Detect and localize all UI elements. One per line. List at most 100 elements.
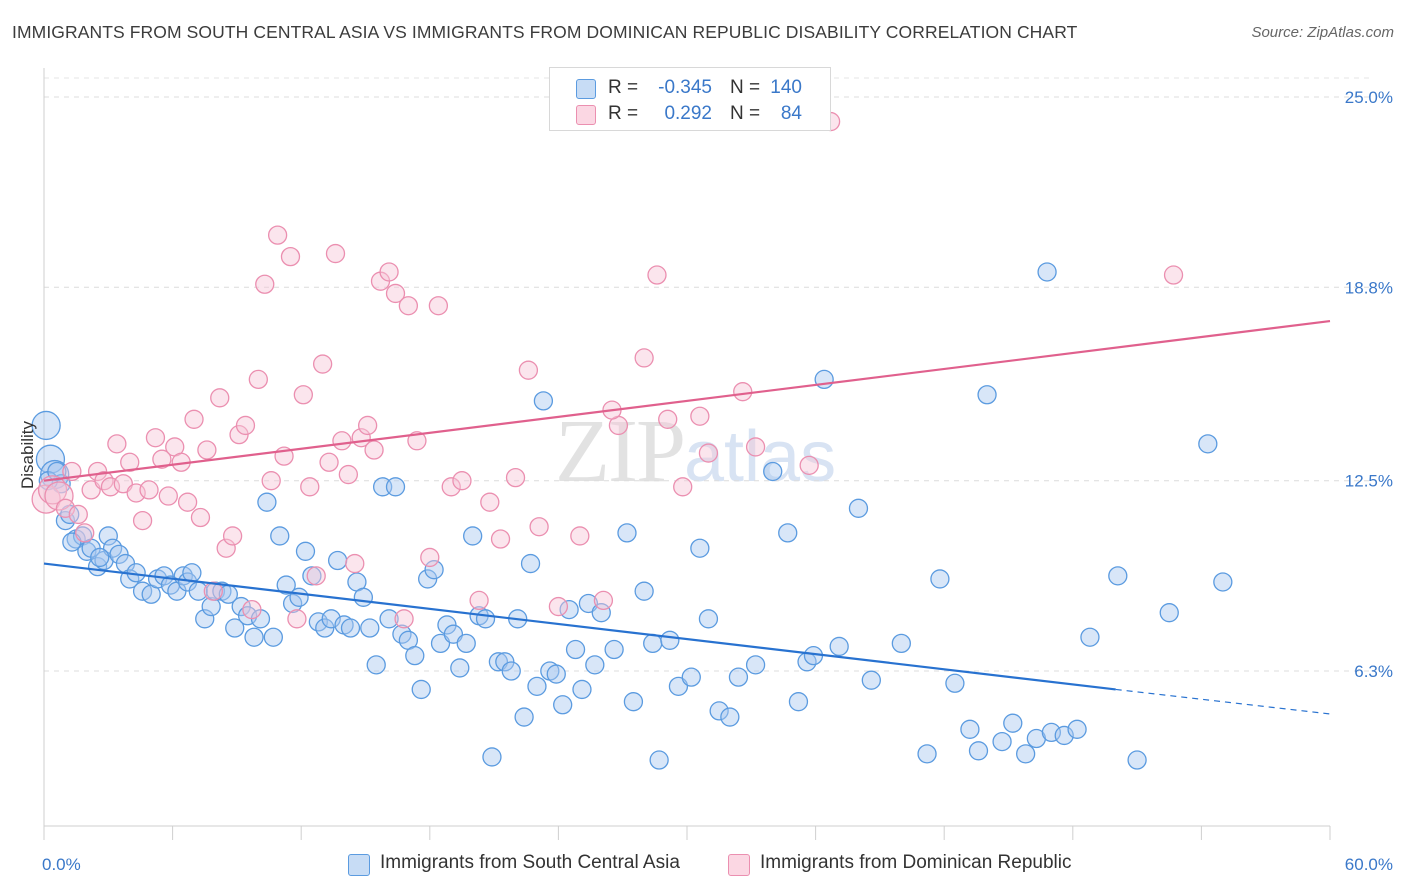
data-point <box>1213 572 1233 592</box>
data-point <box>276 575 296 595</box>
data-point <box>945 673 965 693</box>
data-point <box>660 630 680 650</box>
data-point <box>152 449 172 469</box>
x-tick-label: 0.0% <box>42 855 81 874</box>
data-point <box>139 480 159 500</box>
legend: R = -0.345 N = 140 R = 0.292 N = 84 <box>549 67 831 131</box>
data-point <box>44 481 74 511</box>
data-point <box>728 667 749 687</box>
data-point <box>182 563 202 583</box>
legend-n-value: 84 <box>780 103 802 124</box>
tick-labels: 6.3% 12.5% 18.8% 25.0% 0.0% 60.0% <box>42 88 1393 874</box>
data-point <box>68 504 88 525</box>
data-point <box>255 274 275 294</box>
data-point <box>257 492 277 512</box>
series-legend: Immigrants from South Central Asia Immig… <box>0 852 1406 878</box>
legend-swatch-pink <box>576 105 596 125</box>
data-point <box>441 477 461 497</box>
legend-swatch-blue <box>348 854 370 876</box>
data-point <box>379 262 399 282</box>
data-point <box>623 692 644 712</box>
data-point <box>420 547 440 568</box>
data-point <box>1037 262 1057 282</box>
data-point <box>201 596 221 617</box>
data-point <box>407 431 427 451</box>
data-point <box>968 741 989 761</box>
data-point <box>463 526 483 546</box>
data-point <box>490 529 511 549</box>
data-point <box>379 609 399 629</box>
data-point <box>1067 719 1087 739</box>
data-point <box>222 526 243 546</box>
data-point <box>570 526 590 546</box>
data-point <box>917 744 937 764</box>
data-point <box>553 695 573 715</box>
data-point <box>210 388 230 408</box>
data-point <box>505 467 526 488</box>
data-point <box>690 406 710 426</box>
data-point <box>345 553 365 574</box>
data-point <box>319 452 339 472</box>
data-point <box>527 676 547 696</box>
data-point <box>428 296 449 316</box>
data-point <box>690 538 710 558</box>
data-point <box>197 440 217 460</box>
data-point <box>634 348 654 368</box>
data-point <box>475 609 496 629</box>
data-point <box>405 646 425 666</box>
data-point <box>643 633 663 654</box>
data-point <box>340 618 361 638</box>
data-point <box>733 382 753 402</box>
data-point <box>312 354 333 374</box>
data-point <box>98 526 118 546</box>
data-point <box>158 486 178 506</box>
data-point <box>1127 750 1147 770</box>
data-point <box>450 658 470 678</box>
data-point <box>533 391 554 411</box>
data-point <box>1198 434 1218 454</box>
data-point <box>1159 603 1179 623</box>
data-point <box>469 590 489 611</box>
data-point <box>353 587 374 607</box>
data-point <box>658 409 678 429</box>
data-point <box>263 627 283 647</box>
legend-swatch-pink <box>728 854 750 876</box>
data-point <box>572 679 592 700</box>
data-point <box>242 599 262 620</box>
data-point <box>501 661 521 681</box>
data-point <box>698 609 719 629</box>
data-point <box>75 523 95 543</box>
trend-line-blue <box>43 562 1116 691</box>
data-point <box>720 707 740 727</box>
data-point <box>778 523 798 543</box>
chart-title: IMMIGRANTS FROM SOUTH CENTRAL ASIA VS IM… <box>12 22 1078 42</box>
y-tick-label: 18.8% <box>1345 278 1393 297</box>
data-point <box>327 550 348 571</box>
y-tick-label: 25.0% <box>1345 88 1393 107</box>
data-point <box>848 498 869 518</box>
data-point <box>593 590 614 611</box>
legend-label: Immigrants from South Central Asia <box>380 852 680 873</box>
data-point <box>977 385 997 405</box>
watermark-zip: ZIP <box>555 402 686 501</box>
data-point <box>861 670 881 690</box>
legend-n-value: 140 <box>770 77 802 98</box>
data-point <box>338 464 359 485</box>
data-point <box>145 428 166 448</box>
data-point <box>891 633 911 654</box>
axes <box>43 68 1331 840</box>
data-point <box>248 369 268 390</box>
data-point <box>799 455 819 475</box>
data-point <box>617 523 637 543</box>
data-point <box>132 510 153 531</box>
grid-lines <box>44 77 1370 672</box>
data-point <box>190 507 211 528</box>
data-point <box>107 434 127 454</box>
data-point <box>1163 265 1184 285</box>
data-point <box>452 471 472 491</box>
data-point <box>398 296 419 316</box>
data-point <box>300 477 320 497</box>
data-point <box>385 477 406 497</box>
data-point <box>424 560 444 580</box>
